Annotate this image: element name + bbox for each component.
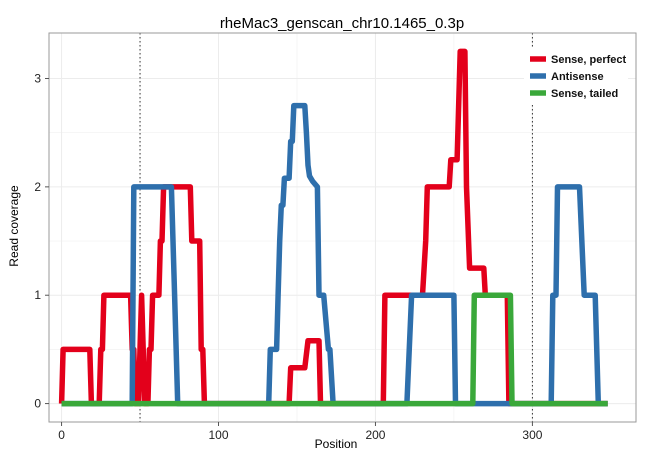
x-tick-label: 200: [365, 428, 385, 442]
chart-title: rheMac3_genscan_chr10.1465_0.3p: [220, 15, 464, 32]
y-tick-label: 3: [34, 72, 41, 86]
x-tick-label: 300: [522, 428, 542, 442]
legend-label: Sense, tailed: [551, 88, 618, 100]
x-axis-label: Position: [315, 437, 358, 451]
y-tick-label: 0: [34, 397, 41, 411]
plot-border: [48, 32, 637, 423]
series-line: [61, 292, 608, 407]
legend-label: Antisense: [551, 71, 604, 83]
y-tick-label: 1: [34, 288, 41, 302]
y-tick-label: 2: [34, 180, 41, 194]
y-axis-label: Read coverage: [7, 185, 21, 267]
legend-label: Sense, perfect: [551, 54, 627, 66]
x-tick-label: 0: [58, 428, 65, 442]
x-tick-label: 100: [208, 428, 228, 442]
